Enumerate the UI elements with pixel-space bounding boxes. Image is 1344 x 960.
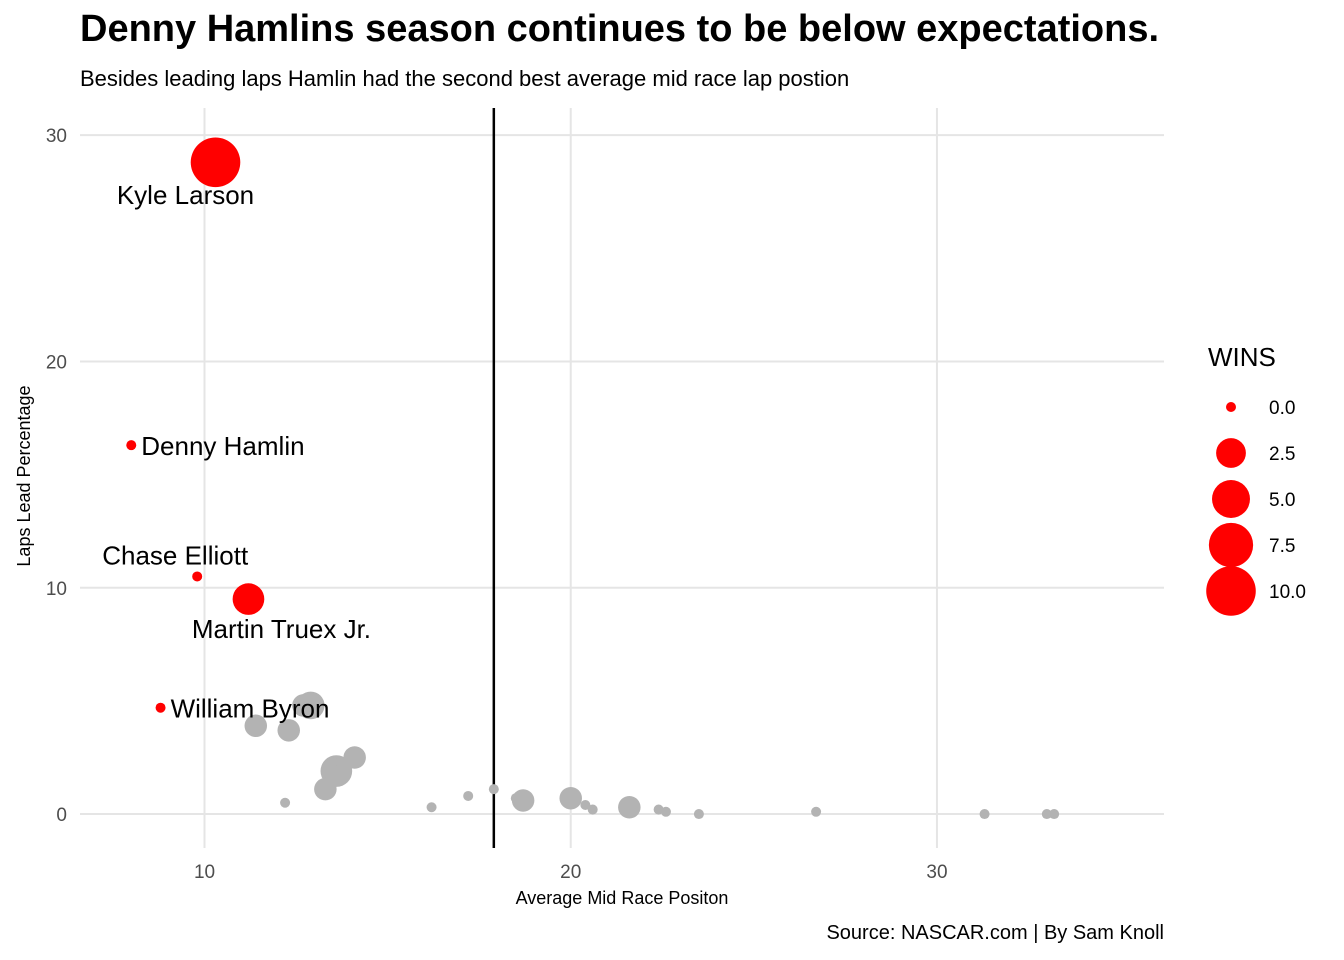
point-other-24 — [1041, 809, 1052, 820]
legend-key-0 — [1226, 402, 1236, 412]
y-axis-ticks: 0 10 20 30 — [46, 126, 67, 826]
point-other-9 — [426, 802, 437, 813]
data-points — [126, 137, 1060, 820]
point-other-18 — [618, 796, 641, 819]
y-tick-label-3: 30 — [46, 126, 67, 147]
point-other-25 — [1049, 809, 1060, 820]
x-tick-label-0: 10 — [194, 862, 215, 883]
point-other-8 — [280, 797, 291, 808]
legend-key-1 — [1216, 438, 1246, 468]
point-highlight-4 — [155, 702, 166, 713]
point-label-0: Kyle Larson — [117, 180, 254, 210]
point-label-1: Denny Hamlin — [141, 431, 304, 461]
point-highlight-0 — [190, 137, 241, 188]
y-tick-label-1: 10 — [46, 579, 67, 600]
point-other-2 — [244, 714, 268, 738]
point-other-3 — [277, 719, 300, 742]
point-other-13 — [511, 789, 535, 812]
chart-caption: Source: NASCAR.com | By Sam Knoll — [826, 922, 1164, 944]
point-other-16 — [587, 804, 598, 815]
chart-title: Denny Hamlins season continues to be bel… — [80, 8, 1160, 50]
point-other-1 — [292, 694, 315, 717]
point-other-10 — [463, 790, 474, 801]
point-other-11 — [488, 784, 499, 795]
legend-title: WINS — [1208, 342, 1276, 372]
point-label-2: Chase Elliott — [102, 540, 249, 570]
point-highlight-2 — [192, 571, 203, 582]
legend-label-2: 5.0 — [1269, 490, 1295, 511]
point-other-21 — [693, 809, 704, 820]
x-axis-title: Average Mid Race Positon — [516, 888, 729, 908]
point-other-15 — [580, 800, 591, 811]
y-axis-title: Laps Lead Percentage — [14, 385, 34, 566]
point-highlight-3 — [232, 583, 265, 615]
legend-key-2 — [1212, 480, 1250, 518]
legend-label-1: 2.5 — [1269, 444, 1295, 465]
point-other-7 — [314, 777, 337, 801]
point-label-3: Martin Truex Jr. — [192, 614, 371, 644]
legend-label-3: 7.5 — [1269, 536, 1295, 557]
point-other-14 — [559, 786, 582, 810]
legend-label-4: 10.0 — [1269, 582, 1306, 603]
y-tick-label-2: 20 — [46, 352, 67, 373]
y-tick-label-0: 0 — [56, 805, 67, 826]
x-tick-label-2: 30 — [926, 862, 947, 883]
grid-lines — [80, 108, 1164, 848]
legend-key-3 — [1208, 522, 1254, 568]
point-other-23 — [979, 809, 990, 820]
point-highlight-1 — [126, 440, 137, 451]
legend-label-0: 0.0 — [1269, 398, 1295, 419]
chart-subtitle: Besides leading laps Hamlin had the seco… — [80, 66, 850, 91]
point-label-4: William Byron — [171, 694, 330, 724]
x-axis-ticks: 10 20 30 — [194, 862, 948, 883]
point-other-6 — [327, 757, 338, 768]
point-labels: Kyle Larson Denny Hamlin Chase Elliott Mart… — [102, 180, 371, 724]
point-other-20 — [660, 806, 671, 817]
size-legend: WINS 0.0 2.5 5.0 7.5 10.0 — [1206, 342, 1306, 616]
x-tick-label-1: 20 — [560, 862, 581, 883]
point-other-22 — [811, 806, 822, 817]
legend-key-4 — [1206, 566, 1256, 616]
